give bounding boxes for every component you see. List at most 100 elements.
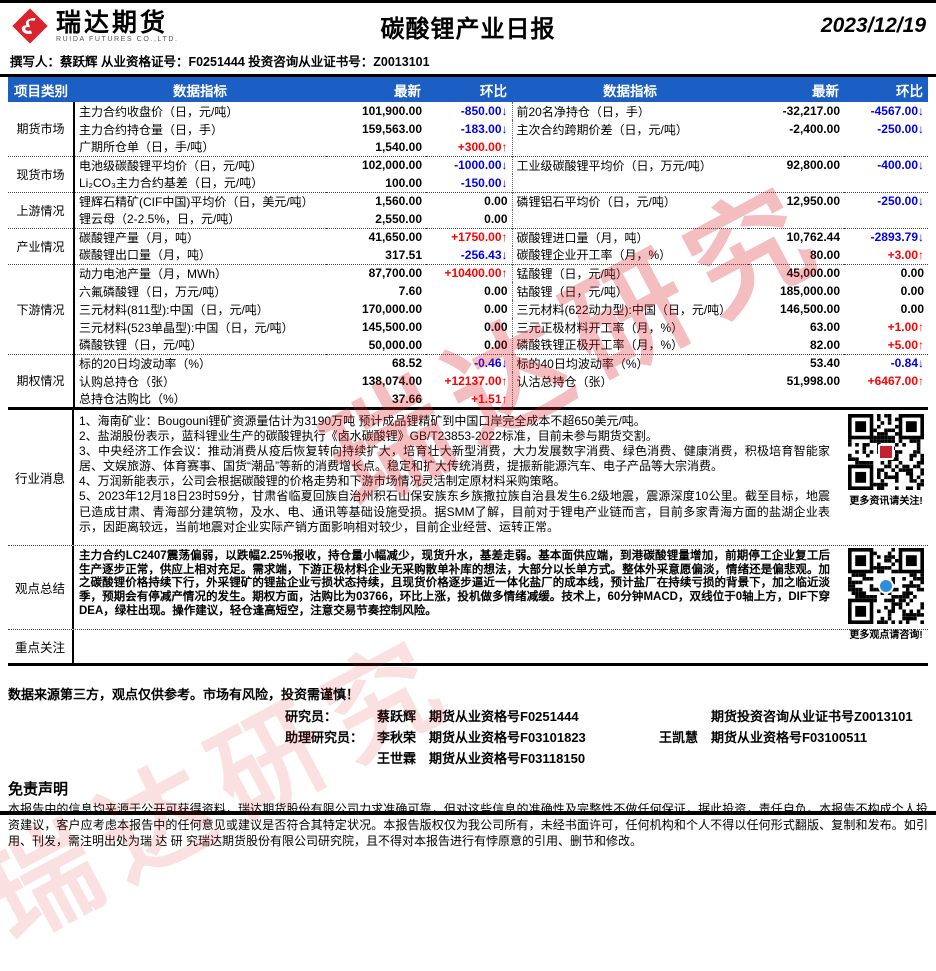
page-title: 碳酸锂产业日报 — [380, 15, 556, 43]
indicator-label: 碳酸锂产量（月，吨） — [74, 227, 326, 246]
key-focus-section: 重点关注 — [8, 630, 928, 666]
latest-value-2: 51,998.00 — [786, 374, 840, 388]
indicator-label-2 — [512, 174, 748, 192]
indicator-label-2: 磷酸铁锂正极开工率（月，%） — [516, 338, 684, 353]
change-value: 0.00 — [426, 318, 513, 336]
latest-value: 87,700.00 — [326, 263, 426, 282]
category-label: 期货市场 — [8, 102, 75, 156]
latest-value-2: 45,000.00 — [748, 263, 844, 282]
change-value: +1750.00↑ — [426, 227, 513, 246]
latest-value: 50,000.00 — [368, 337, 422, 352]
change-value-2: 0.00 — [900, 284, 924, 298]
change-value: 0.00 — [426, 300, 513, 318]
researcher-cell — [659, 705, 711, 726]
table-row: 期权情况 标的20日均波动率（%） 68.52 -0.46↓ 标的40日均波动率（%） 5… — [8, 353, 928, 409]
col-header-change2: 环比 — [844, 77, 928, 102]
indicator-label-2: 碳酸锂进口量（月，吨） — [512, 227, 748, 246]
indicator-label: 三元材料(811型):中国（日，元/吨） — [79, 302, 269, 317]
indicator-label: 六氟磷酸锂（日，万元/吨） — [79, 284, 227, 299]
change-value-2: -400.00↓ — [844, 155, 928, 174]
change-value: +12137.00↑ — [426, 372, 513, 390]
category-label: 观点总结 — [8, 546, 74, 629]
researcher-cell: 期货从业资格号F03101823 — [429, 730, 586, 745]
indicator-label-2: 三元材料(622动力型):中国（日，元/吨） — [516, 302, 732, 317]
indicator-label: 主力合约持仓量（日，手） — [79, 122, 224, 137]
change-value-2: -4567.00↓ — [870, 104, 924, 118]
col-header-latest2: 最新 — [748, 77, 844, 102]
indicator-label: 电池级碳酸锂平均价（日，元/吨） — [74, 155, 326, 174]
indicator-label-2: 工业级碳酸锂平均价（日，万元/吨） — [512, 155, 748, 174]
ruida-logo-icon — [12, 8, 48, 44]
change-value: -0.46↓ — [426, 353, 513, 372]
latest-value-2: 63.00 — [809, 320, 840, 334]
table-row: 三元材料(811型):中国（日，元/吨） 170,000.00 0.00 三元材料(6… — [8, 300, 928, 318]
category-label: 上游情况 — [8, 191, 75, 228]
change-value: +10400.00↑ — [426, 263, 513, 282]
latest-value-2: 80.00 — [809, 247, 840, 262]
latest-value: 101,900.00 — [361, 104, 422, 118]
key-focus-content — [74, 630, 928, 663]
latest-value-2: -32,217.00 — [782, 104, 840, 118]
researcher-cell: 王世霖 — [377, 751, 417, 766]
researcher-cell — [659, 747, 711, 768]
researcher-cell: 期货投资咨询从业证书号Z0013101 — [711, 709, 913, 724]
change-value-2: +5.00↑ — [887, 337, 924, 352]
latest-value-2: -2,400.00 — [789, 122, 840, 136]
latest-value-2 — [748, 390, 844, 409]
researcher-row: 研究员： 蔡跃辉 期货从业资格号F0251444 期货投资咨询从业证书号Z001310… — [285, 705, 936, 726]
change-value: +300.00↑ — [426, 138, 513, 156]
indicator-label: 广期所仓单（日，手/吨） — [79, 140, 215, 155]
news-item: 1、海南矿业：Bougouni锂矿资源量估计为3190万吨 预计成品锂精矿到中国… — [79, 414, 646, 428]
change-value: -150.00↓ — [426, 174, 513, 192]
change-value-2: +6467.00↑ — [867, 374, 924, 388]
indicator-label: 动力电池产量（月，MWh） — [74, 263, 326, 282]
indicator-label-2: 锰酸锂（日，元/吨） — [512, 263, 748, 282]
logo-company-name: 瑞达期货 — [56, 8, 169, 37]
main-table-body: 期货市场 主力合约收盘价（日，元/吨） 101,900.00 -850.00↓ 前20名… — [8, 102, 928, 409]
table-row: 下游情况 动力电池产量（月，MWh） 87,700.00 +10400.00↑ 锰酸锂（… — [8, 263, 928, 354]
latest-value: 2,550.00 — [375, 211, 422, 226]
latest-value: 317.51 — [385, 247, 422, 262]
news-qr-caption: 更多资讯请关注! — [849, 496, 923, 507]
researcher-cell — [711, 747, 936, 768]
researcher-cell: 期货从业资格号F03118150 — [429, 751, 586, 766]
table-row: 期货市场 主力合约收盘价（日，元/吨） 101,900.00 -850.00↓ 前20名… — [8, 102, 928, 156]
disclaimer-title: 免责声明 — [8, 781, 69, 798]
indicator-label-2: 标的40日均波动率（%） — [512, 353, 748, 372]
company-logo: 瑞达期货 RUIDA FUTURES CO.,LTD. — [10, 6, 270, 46]
change-value-2: -2893.79↓ — [844, 227, 928, 246]
change-value-2: 0.00 — [900, 302, 924, 316]
table-row: 总持仓沽购比（%） 37.66 +1.51↑ — [8, 390, 928, 409]
summary-qr-code — [848, 548, 924, 624]
indicator-label-2 — [512, 210, 748, 228]
report-date: 2023/12/19 — [820, 14, 926, 37]
latest-value: 1,540.00 — [375, 139, 422, 154]
change-value-2: 0.00 — [844, 263, 928, 282]
latest-value: 138,074.00 — [361, 374, 422, 388]
indicator-label: 认购总持仓（张） — [79, 374, 176, 389]
table-row: 现货市场 电池级碳酸锂平均价（日，元/吨） 102,000.00 -1000.00↓ 工… — [8, 155, 928, 192]
researcher-cell: 研究员： — [285, 709, 338, 724]
risk-note: 数据来源第三方，观点仅供参考。市场有风险，投资需谨慎！ — [8, 687, 360, 702]
latest-value: 1,560.00 — [326, 191, 426, 210]
indicator-label: 标的20日均波动率（%） — [74, 353, 326, 372]
latest-value-2: 10,762.44 — [748, 227, 844, 246]
change-value: -1000.00↓ — [426, 155, 513, 174]
latest-value: 102,000.00 — [326, 155, 426, 174]
change-value: 0.00 — [426, 191, 513, 210]
latest-value-2: 146,500.00 — [779, 302, 840, 316]
summary-qr-block: 更多观点请咨询! — [844, 548, 928, 641]
news-item: 2、盐湖股份表示，蓝科锂业生产的碳酸锂执行《卤水碳酸锂》GB/T23853-20… — [79, 429, 658, 444]
viewpoint-summary-section: 观点总结 主力合约LC2407震荡偏弱，以跌幅2.25%报收，持仓量小幅减少，现… — [8, 546, 928, 641]
change-value: +1.51↑ — [426, 390, 513, 409]
researcher-table-body: 研究员： 蔡跃辉 期货从业资格号F0251444 期货投资咨询从业证书号Z001310… — [285, 705, 936, 768]
latest-value-2: 92,800.00 — [748, 155, 844, 174]
table-row: 产业情况 碳酸锂产量（月，吨） 41,650.00 +1750.00↑ 碳酸锂进口量（月… — [8, 227, 928, 264]
category-label: 期权情况 — [8, 353, 75, 409]
latest-value-2 — [748, 174, 844, 192]
researcher-cell: 蔡跃辉 — [377, 709, 417, 724]
latest-value: 37.66 — [391, 391, 422, 406]
category-label: 行业消息 — [8, 410, 74, 545]
researcher-table: 研究员： 蔡跃辉 期货从业资格号F0251444 期货投资咨询从业证书号Z001310… — [285, 705, 936, 768]
change-value-2 — [844, 390, 928, 409]
